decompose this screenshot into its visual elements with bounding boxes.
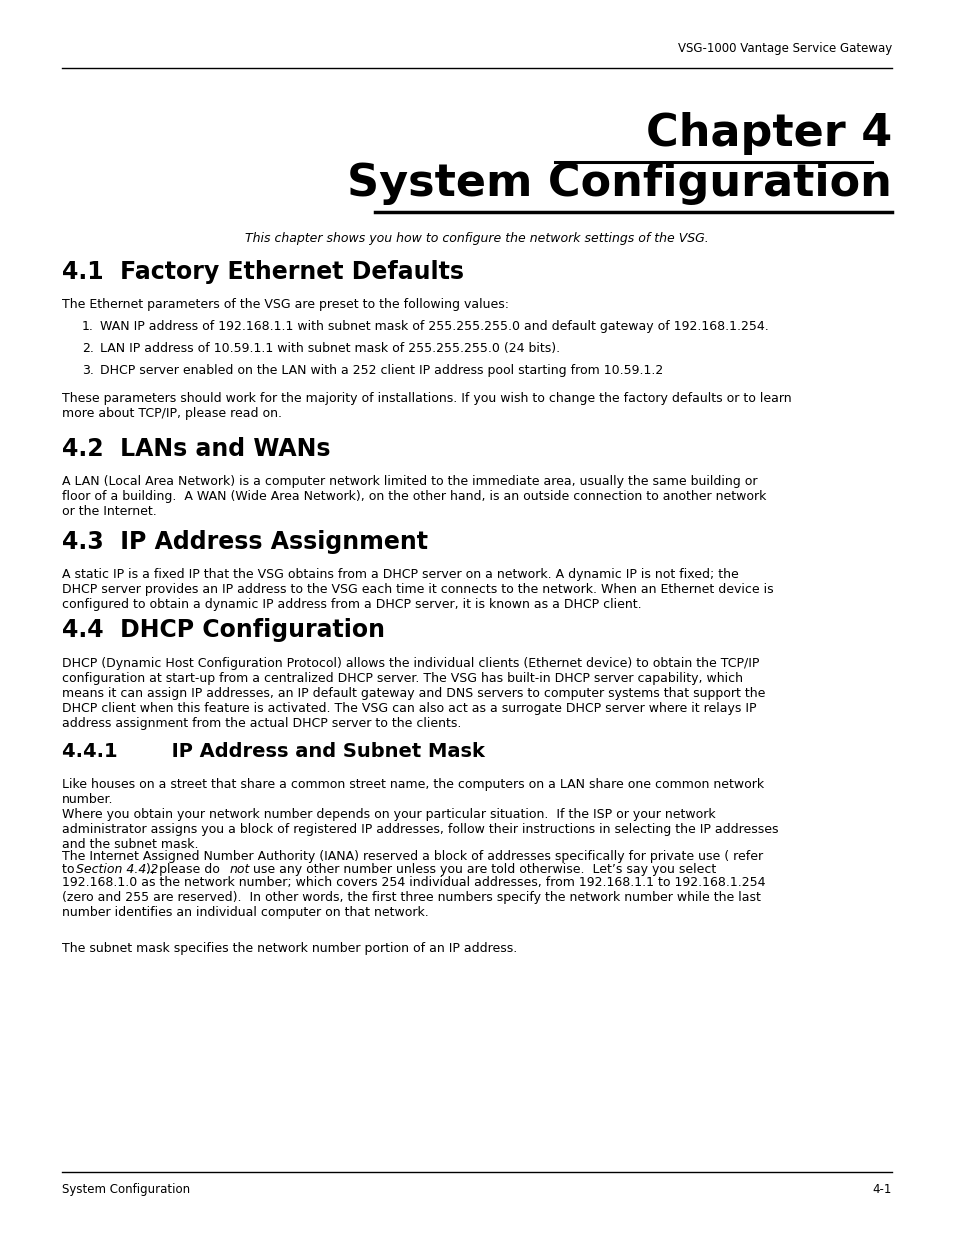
- Text: DHCP (Dynamic Host Configuration Protocol) allows the individual clients (Ethern: DHCP (Dynamic Host Configuration Protoco…: [62, 657, 764, 730]
- Text: LAN IP address of 10.59.1.1 with subnet mask of 255.255.255.0 (24 bits).: LAN IP address of 10.59.1.1 with subnet …: [100, 342, 559, 354]
- Text: 4.3  IP Address Assignment: 4.3 IP Address Assignment: [62, 530, 428, 555]
- Text: 4.1  Factory Ethernet Defaults: 4.1 Factory Ethernet Defaults: [62, 261, 463, 284]
- Text: WAN IP address of 192.168.1.1 with subnet mask of 255.255.255.0 and default gate: WAN IP address of 192.168.1.1 with subne…: [100, 320, 768, 333]
- Text: use any other number unless you are told otherwise.  Let’s say you select: use any other number unless you are told…: [249, 863, 716, 876]
- Text: not: not: [230, 863, 250, 876]
- Text: This chapter shows you how to configure the network settings of the VSG.: This chapter shows you how to configure …: [245, 232, 708, 245]
- Text: The Ethernet parameters of the VSG are preset to the following values:: The Ethernet parameters of the VSG are p…: [62, 298, 509, 311]
- Text: The Internet Assigned Number Authority (IANA) reserved a block of addresses spec: The Internet Assigned Number Authority (…: [62, 850, 762, 863]
- Text: 4-1: 4-1: [872, 1183, 891, 1195]
- Text: Where you obtain your network number depends on your particular situation.  If t: Where you obtain your network number dep…: [62, 808, 778, 851]
- Text: to: to: [62, 863, 78, 876]
- Text: 1.: 1.: [82, 320, 93, 333]
- Text: System Configuration: System Configuration: [62, 1183, 190, 1195]
- Text: 192.168.1.0 as the network number; which covers 254 individual addresses, from 1: 192.168.1.0 as the network number; which…: [62, 876, 764, 919]
- Text: A LAN (Local Area Network) is a computer network limited to the immediate area, : A LAN (Local Area Network) is a computer…: [62, 475, 765, 517]
- Text: 3.: 3.: [82, 364, 93, 377]
- Text: ); please do: ); please do: [146, 863, 224, 876]
- Text: VSG-1000 Vantage Service Gateway: VSG-1000 Vantage Service Gateway: [677, 42, 891, 56]
- Text: 4.4  DHCP Configuration: 4.4 DHCP Configuration: [62, 618, 385, 642]
- Text: System Configuration: System Configuration: [347, 162, 891, 205]
- Text: A static IP is a fixed IP that the VSG obtains from a DHCP server on a network. : A static IP is a fixed IP that the VSG o…: [62, 568, 773, 611]
- Text: Like houses on a street that share a common street name, the computers on a LAN : Like houses on a street that share a com…: [62, 778, 763, 806]
- Text: 2.: 2.: [82, 342, 93, 354]
- Text: Section 4.4.2: Section 4.4.2: [76, 863, 158, 876]
- Text: These parameters should work for the majority of installations. If you wish to c: These parameters should work for the maj…: [62, 391, 791, 420]
- Text: 4.2  LANs and WANs: 4.2 LANs and WANs: [62, 437, 330, 461]
- Text: Chapter 4: Chapter 4: [645, 112, 891, 156]
- Text: 4.4.1        IP Address and Subnet Mask: 4.4.1 IP Address and Subnet Mask: [62, 742, 484, 761]
- Text: The subnet mask specifies the network number portion of an IP address.: The subnet mask specifies the network nu…: [62, 942, 517, 955]
- Text: DHCP server enabled on the LAN with a 252 client IP address pool starting from 1: DHCP server enabled on the LAN with a 25…: [100, 364, 662, 377]
